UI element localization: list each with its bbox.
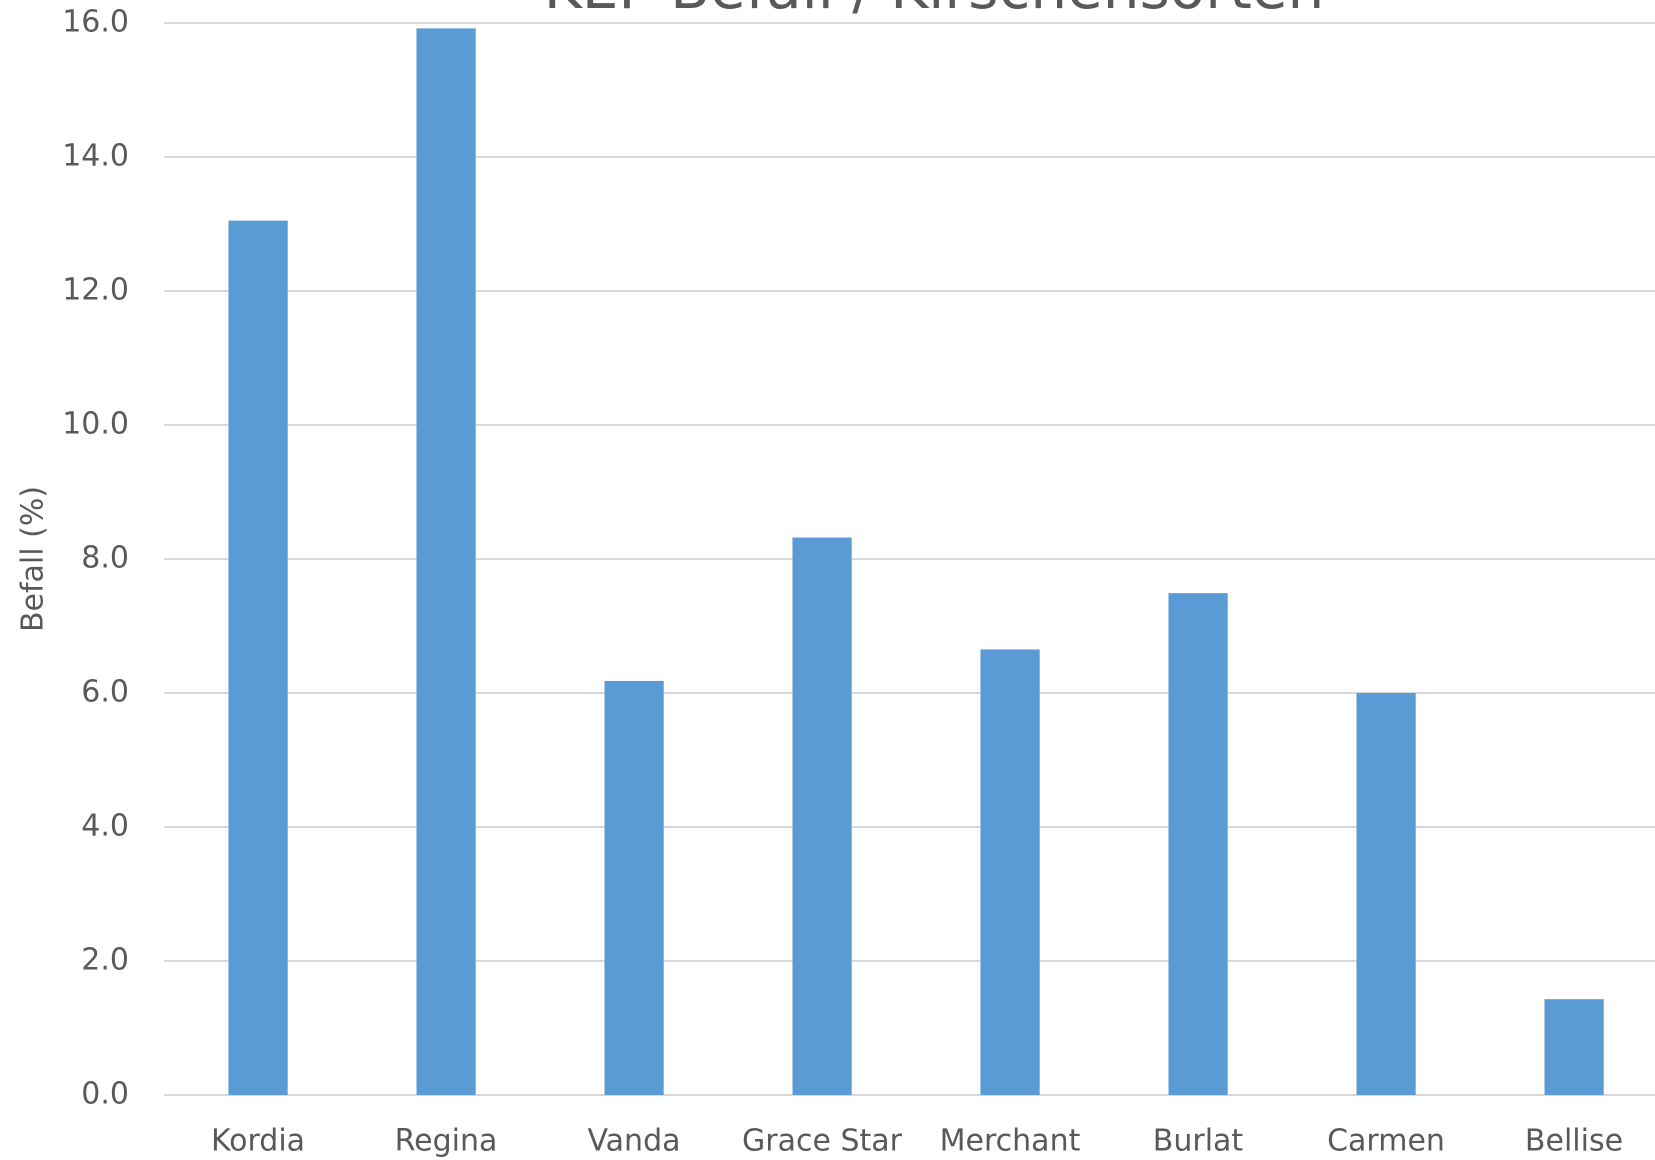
x-tick-label: Bellise xyxy=(1525,1124,1623,1159)
x-tick-label: Merchant xyxy=(940,1124,1081,1159)
y-tick-label: 0.0 xyxy=(81,1077,129,1112)
x-tick-label: Carmen xyxy=(1327,1124,1445,1159)
bar xyxy=(416,28,476,1096)
y-tick-label: 12.0 xyxy=(62,273,129,308)
x-tick-label: Grace Star xyxy=(742,1124,903,1159)
bar xyxy=(1544,999,1604,1095)
x-tick-label: Regina xyxy=(395,1124,498,1159)
y-tick-label: 14.0 xyxy=(62,139,129,174)
bar xyxy=(1356,693,1416,1095)
bar xyxy=(604,680,664,1095)
bar xyxy=(228,220,288,1095)
x-tick-label: Kordia xyxy=(211,1124,305,1159)
y-tick-label: 10.0 xyxy=(62,407,129,442)
x-tick-label: Vanda xyxy=(587,1124,680,1159)
y-tick-label: 6.0 xyxy=(81,675,129,710)
y-tick-label: 8.0 xyxy=(81,541,129,576)
y-tick-label: 4.0 xyxy=(81,809,129,844)
x-tick-label: Burlat xyxy=(1153,1124,1244,1159)
bar xyxy=(980,649,1040,1095)
y-tick-label: 16.0 xyxy=(62,5,129,40)
bar xyxy=(792,537,852,1095)
chart-title: KEF Befall / Kirschensorten xyxy=(544,0,1325,22)
y-axis-label: Befall (%) xyxy=(16,486,51,632)
y-tick-label: 2.0 xyxy=(81,943,129,978)
bar xyxy=(1168,593,1228,1095)
